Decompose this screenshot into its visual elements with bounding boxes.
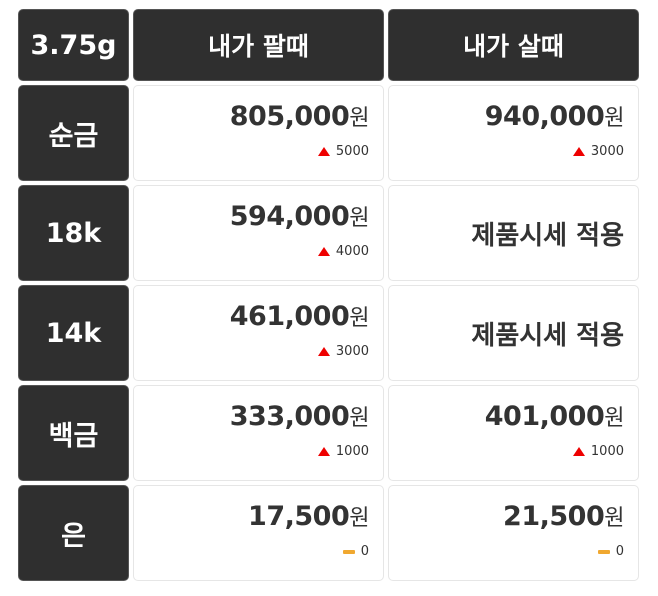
price: 17,500원	[248, 500, 369, 532]
currency: 원	[349, 206, 369, 231]
currency: 원	[604, 106, 624, 131]
sell-price-cell: 17,500원 0	[133, 485, 384, 581]
price-value: 594,000	[229, 201, 350, 232]
price-change: 1000	[572, 444, 624, 459]
up-arrow-icon	[317, 447, 330, 456]
change-value: 5000	[335, 144, 369, 159]
buy-price-cell: 940,000원 3000	[388, 85, 639, 181]
sell-price-cell: 594,000원 4000	[133, 185, 384, 281]
row-label: 18k	[18, 185, 129, 281]
price-change: 3000	[572, 144, 624, 159]
buy-header: 내가 살때	[388, 9, 639, 81]
currency: 원	[349, 506, 369, 531]
buy-price-cell: 제품시세 적용	[388, 185, 639, 281]
price-value: 401,000	[484, 401, 605, 432]
unit-header: 3.75g	[18, 9, 129, 81]
sell-header: 내가 팔때	[133, 9, 384, 81]
currency: 원	[349, 306, 369, 331]
price-change: 3000	[317, 344, 369, 359]
change-value: 1000	[335, 444, 369, 459]
price-change: 1000	[317, 444, 369, 459]
up-arrow-icon	[317, 347, 330, 356]
row-label: 은	[18, 485, 129, 581]
price-value: 17,500	[248, 501, 350, 532]
change-value: 0	[360, 544, 369, 559]
price-value: 461,000	[229, 301, 350, 332]
currency: 원	[604, 506, 624, 531]
change-value: 3000	[335, 344, 369, 359]
price: 940,000원	[484, 100, 625, 132]
price: 594,000원	[229, 200, 370, 232]
no-change-icon	[597, 549, 610, 554]
sell-price-cell: 805,000원 5000	[133, 85, 384, 181]
currency: 원	[349, 406, 369, 431]
buy-price-cell: 401,000원 1000	[388, 385, 639, 481]
change-value: 0	[615, 544, 624, 559]
no-change-icon	[342, 549, 355, 554]
currency: 원	[349, 106, 369, 131]
row-label: 순금	[18, 85, 129, 181]
change-value: 3000	[590, 144, 624, 159]
currency: 원	[604, 406, 624, 431]
price-value: 21,500	[503, 501, 605, 532]
gold-price-table: 3.75g 내가 팔때 내가 살때 순금 805,000원 5000 940,000…	[18, 9, 639, 581]
up-arrow-icon	[317, 147, 330, 156]
sell-price-cell: 333,000원 1000	[133, 385, 384, 481]
row-label: 14k	[18, 285, 129, 381]
price-value: 333,000	[229, 401, 350, 432]
price-change: 0	[597, 544, 624, 559]
price-change: 5000	[317, 144, 369, 159]
product-price-note: 제품시세 적용	[471, 320, 624, 351]
price: 333,000원	[229, 400, 370, 432]
change-value: 1000	[590, 444, 624, 459]
up-arrow-icon	[572, 447, 585, 456]
up-arrow-icon	[572, 147, 585, 156]
buy-price-cell: 제품시세 적용	[388, 285, 639, 381]
row-label: 백금	[18, 385, 129, 481]
price: 805,000원	[229, 100, 370, 132]
up-arrow-icon	[317, 247, 330, 256]
price-change: 0	[342, 544, 369, 559]
buy-price-cell: 21,500원 0	[388, 485, 639, 581]
product-price-note: 제품시세 적용	[471, 220, 624, 251]
price: 461,000원	[229, 300, 370, 332]
price-value: 805,000	[229, 101, 350, 132]
price-change: 4000	[317, 244, 369, 259]
price: 401,000원	[484, 400, 625, 432]
change-value: 4000	[335, 244, 369, 259]
price: 21,500원	[503, 500, 624, 532]
price-value: 940,000	[484, 101, 605, 132]
sell-price-cell: 461,000원 3000	[133, 285, 384, 381]
